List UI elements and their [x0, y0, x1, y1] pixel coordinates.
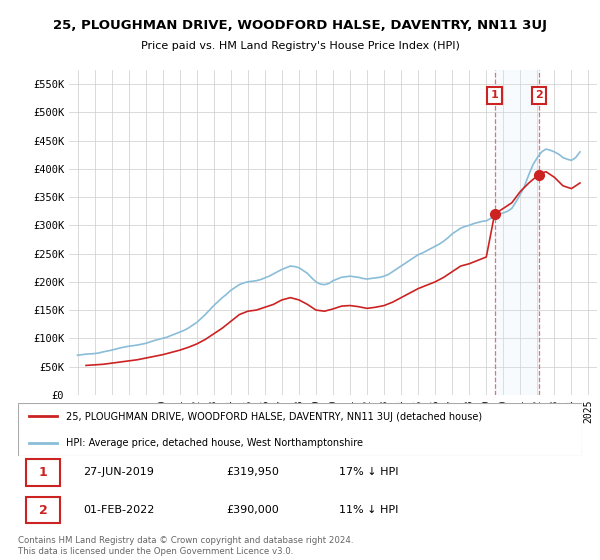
Text: 17% ↓ HPI: 17% ↓ HPI	[340, 468, 399, 478]
Text: 01-FEB-2022: 01-FEB-2022	[83, 505, 154, 515]
Text: 1: 1	[39, 466, 48, 479]
Text: 25, PLOUGHMAN DRIVE, WOODFORD HALSE, DAVENTRY, NN11 3UJ: 25, PLOUGHMAN DRIVE, WOODFORD HALSE, DAV…	[53, 18, 547, 32]
Text: 2: 2	[39, 504, 48, 517]
FancyBboxPatch shape	[26, 459, 60, 486]
Text: 1: 1	[491, 90, 499, 100]
FancyBboxPatch shape	[26, 497, 60, 524]
Text: 11% ↓ HPI: 11% ↓ HPI	[340, 505, 399, 515]
Bar	[494, 70, 539, 395]
Text: Contains HM Land Registry data © Crown copyright and database right 2024.
This d: Contains HM Land Registry data © Crown c…	[18, 536, 353, 556]
Text: 2: 2	[535, 90, 542, 100]
Text: Price paid vs. HM Land Registry's House Price Index (HPI): Price paid vs. HM Land Registry's House …	[140, 41, 460, 51]
Text: 27-JUN-2019: 27-JUN-2019	[83, 468, 154, 478]
Text: HPI: Average price, detached house, West Northamptonshire: HPI: Average price, detached house, West…	[66, 438, 363, 448]
Text: 25, PLOUGHMAN DRIVE, WOODFORD HALSE, DAVENTRY, NN11 3UJ (detached house): 25, PLOUGHMAN DRIVE, WOODFORD HALSE, DAV…	[66, 412, 482, 422]
Text: £390,000: £390,000	[227, 505, 280, 515]
Text: £319,950: £319,950	[227, 468, 280, 478]
FancyBboxPatch shape	[18, 403, 582, 456]
